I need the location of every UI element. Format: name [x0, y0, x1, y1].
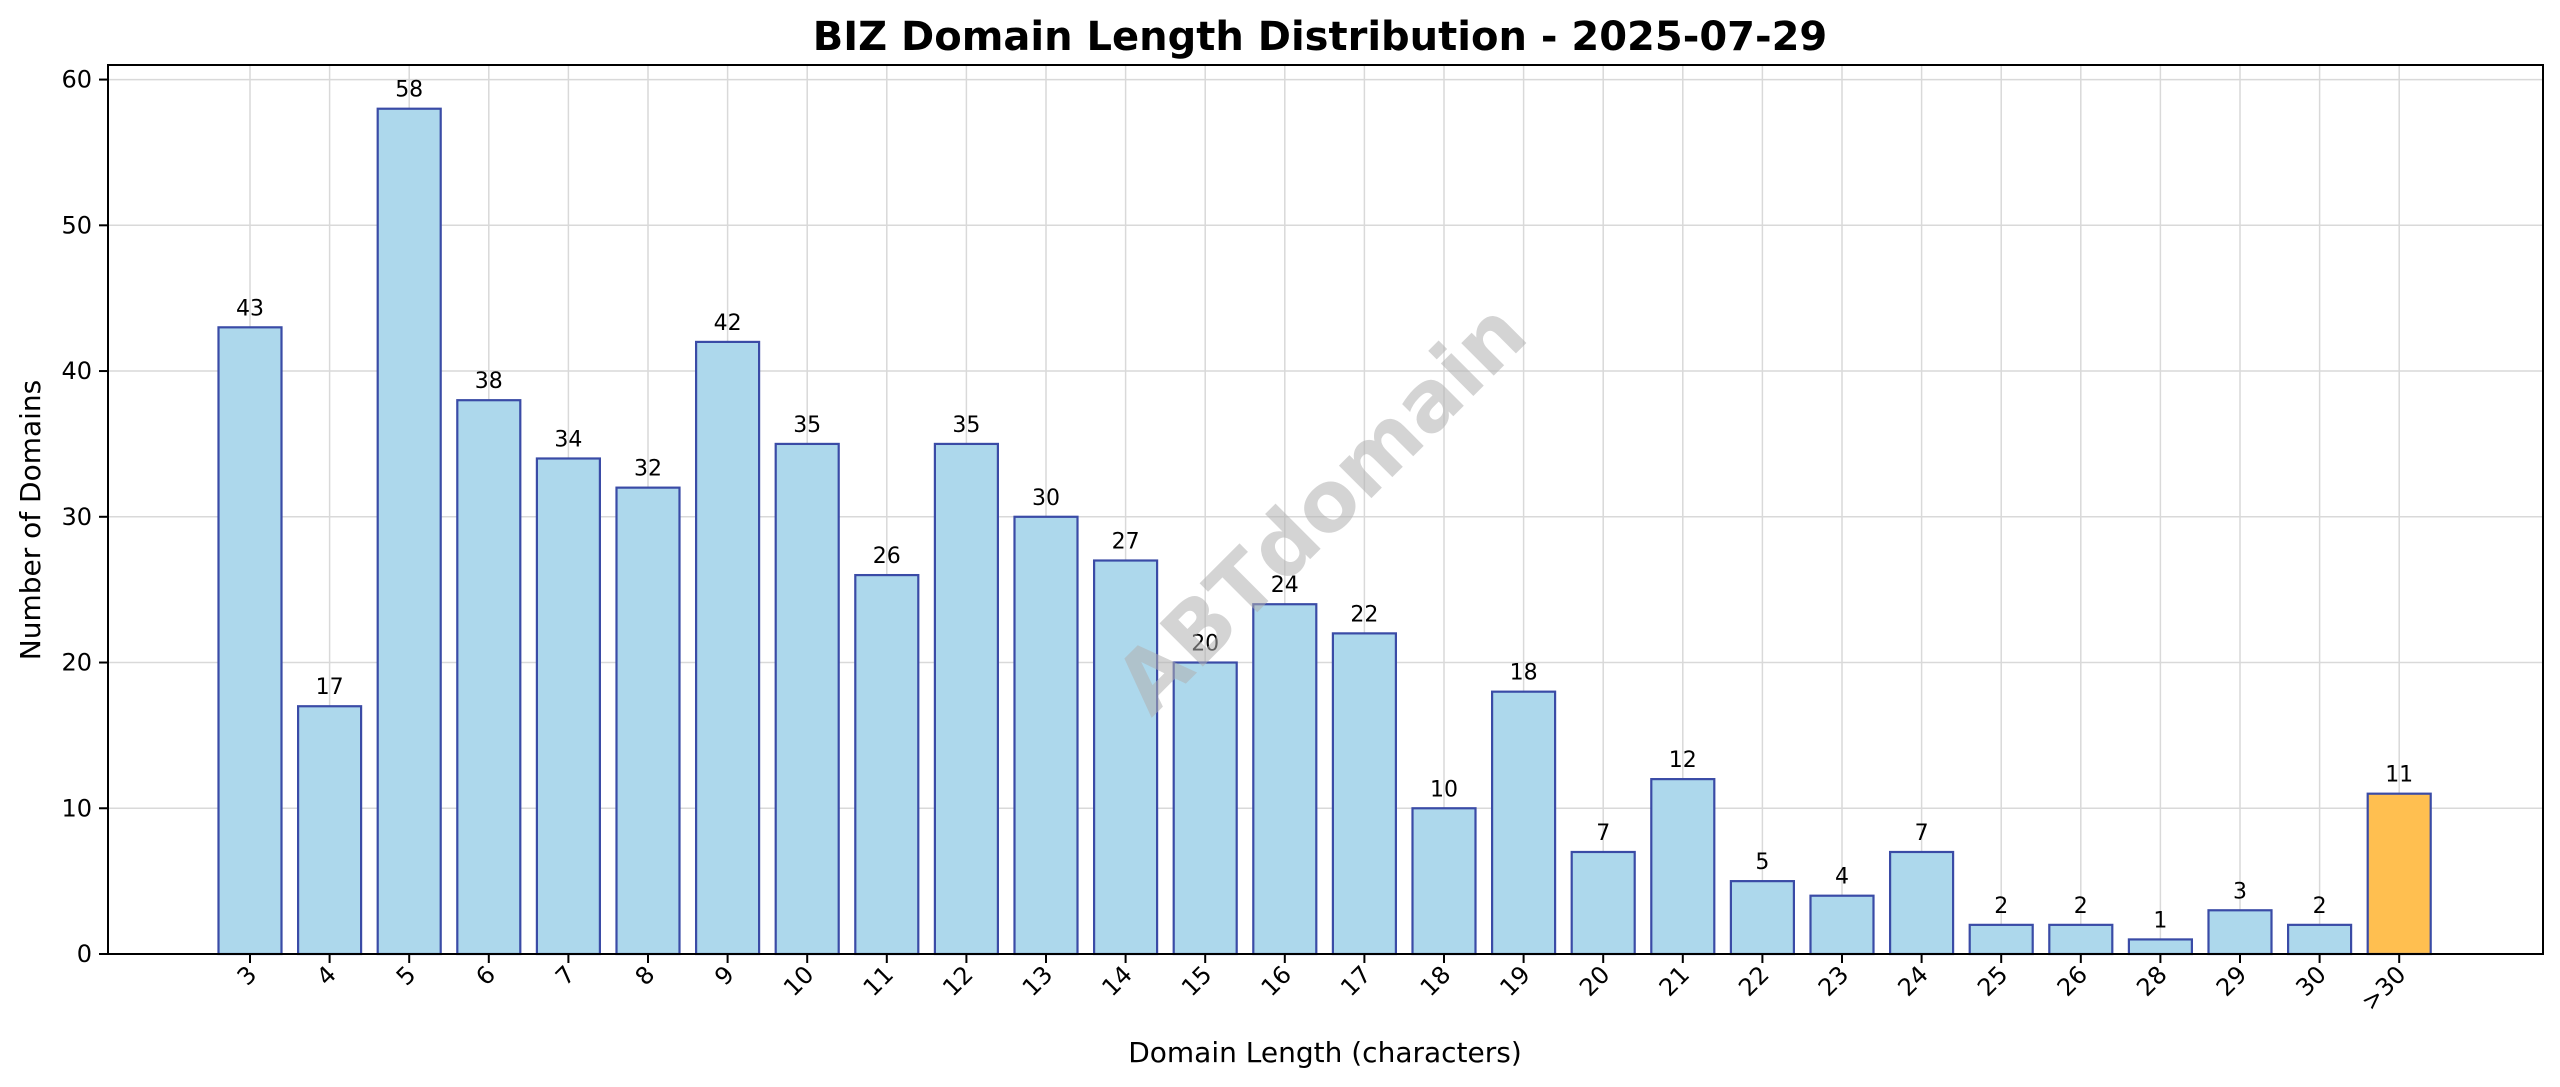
bar-18 — [1411, 807, 1477, 956]
data-label-20: 7 — [1596, 821, 1610, 846]
watermark: ABTdomain — [1096, 283, 1545, 732]
bar-21 — [1650, 778, 1716, 956]
bar-5 — [376, 107, 442, 956]
x-tick-label: 17 — [1335, 960, 1376, 1001]
x-tick-label: 13 — [1017, 960, 1058, 1001]
data-label-9: 42 — [714, 311, 742, 336]
data-label-28: 1 — [2153, 908, 2167, 933]
bar-24 — [1888, 850, 1955, 956]
x-tick-label: 21 — [1654, 960, 1695, 1001]
x-tick-label: 25 — [1972, 960, 2013, 1001]
data-label-12: 35 — [952, 413, 980, 438]
y-tick-label: 50 — [61, 211, 92, 239]
data-label-10: 35 — [793, 413, 821, 438]
data-label-30: 2 — [2313, 894, 2327, 919]
x-tick-label: 19 — [1494, 960, 1535, 1001]
x-tick-label: 9 — [709, 960, 740, 991]
x-tick-label: >30 — [2356, 960, 2412, 1016]
bar-3 — [217, 326, 283, 956]
x-tick-label: 3 — [232, 960, 263, 991]
data-label-25: 2 — [1994, 894, 2008, 919]
bars: 4317583834324235263530272024221018712547… — [217, 78, 2432, 956]
data-label-4: 17 — [316, 675, 344, 700]
bar-30 — [2287, 923, 2353, 956]
bar-7 — [535, 457, 602, 956]
data-label-18: 10 — [1430, 777, 1458, 802]
data-label->30: 11 — [2385, 763, 2413, 788]
x-tick-label: 24 — [1892, 960, 1933, 1001]
bar-29 — [2207, 909, 2273, 956]
data-label-29: 3 — [2233, 879, 2247, 904]
data-label-22: 5 — [1755, 850, 1769, 875]
bar-25 — [1968, 923, 2034, 956]
data-label-8: 32 — [634, 457, 662, 482]
bar->30 — [2366, 792, 2432, 956]
bar-17 — [1331, 632, 1398, 956]
data-label-15: 20 — [1191, 632, 1219, 657]
y-tick-label: 20 — [61, 649, 92, 677]
plot-frame — [107, 64, 2544, 955]
y-tick-label: 30 — [61, 503, 92, 531]
bar-8 — [615, 486, 681, 956]
data-label-23: 4 — [1835, 865, 1849, 890]
x-tick-label: 23 — [1813, 960, 1854, 1001]
data-label-24: 7 — [1915, 821, 1929, 846]
bar-19 — [1490, 690, 1557, 956]
x-axis-label: Domain Length (characters) — [1128, 1036, 1522, 1069]
bar-6 — [456, 399, 522, 956]
y-tick-label: 60 — [61, 66, 92, 94]
data-label-21: 12 — [1669, 748, 1697, 773]
data-label-6: 38 — [475, 369, 503, 394]
x-tick-label: 14 — [1096, 960, 1137, 1001]
data-label-14: 27 — [1112, 530, 1140, 555]
bar-9 — [694, 340, 761, 956]
x-tick-label: 12 — [937, 960, 978, 1001]
bar-11 — [854, 573, 920, 956]
y-tick-label: 40 — [61, 357, 92, 385]
bar-13 — [1013, 515, 1079, 956]
data-label-13: 30 — [1032, 486, 1060, 511]
data-label-16: 24 — [1271, 573, 1299, 598]
x-tick-label: 20 — [1574, 960, 1615, 1001]
y-axis-label: Number of Domains — [14, 380, 47, 661]
x-tick-label: 30 — [2290, 960, 2331, 1001]
x-tick-label: 7 — [550, 960, 581, 991]
x-tick-label: 4 — [311, 960, 342, 991]
bar-14 — [1092, 559, 1159, 956]
bar-23 — [1809, 894, 1875, 956]
x-tick-label: 8 — [630, 960, 661, 991]
bar-12 — [933, 442, 1000, 956]
bar-26 — [2048, 923, 2114, 956]
data-label-11: 26 — [873, 544, 901, 569]
chart-title: BIZ Domain Length Distribution - 2025-07… — [813, 14, 1828, 60]
x-tick-label: 18 — [1415, 960, 1456, 1001]
x-tick-label: 28 — [2131, 960, 2172, 1001]
data-label-26: 2 — [2074, 894, 2088, 919]
x-tick-label: 29 — [2211, 960, 2252, 1001]
x-tick-label: 26 — [2052, 960, 2093, 1001]
x-tick-label: 16 — [1256, 960, 1297, 1001]
data-label-5: 58 — [395, 78, 423, 103]
bar-28 — [2127, 938, 2193, 956]
bar-10 — [774, 442, 840, 956]
data-label-17: 22 — [1350, 602, 1378, 627]
data-label-3: 43 — [236, 296, 264, 321]
x-tick-label: 22 — [1733, 960, 1774, 1001]
bar-22 — [1729, 880, 1796, 956]
y-tick-label: 0 — [77, 940, 92, 968]
data-label-19: 18 — [1510, 661, 1538, 686]
bar-20 — [1570, 850, 1636, 956]
x-tick-label: 15 — [1176, 960, 1217, 1001]
bar-16 — [1252, 603, 1318, 956]
y-tick-label: 10 — [61, 794, 92, 822]
bar-15 — [1172, 661, 1238, 956]
x-tick-label: 5 — [391, 960, 422, 991]
x-tick-label: 6 — [470, 960, 501, 991]
bar-4 — [297, 705, 363, 956]
data-label-7: 34 — [554, 427, 582, 452]
x-tick-label: 11 — [858, 960, 899, 1001]
x-tick-label: 10 — [778, 960, 819, 1001]
